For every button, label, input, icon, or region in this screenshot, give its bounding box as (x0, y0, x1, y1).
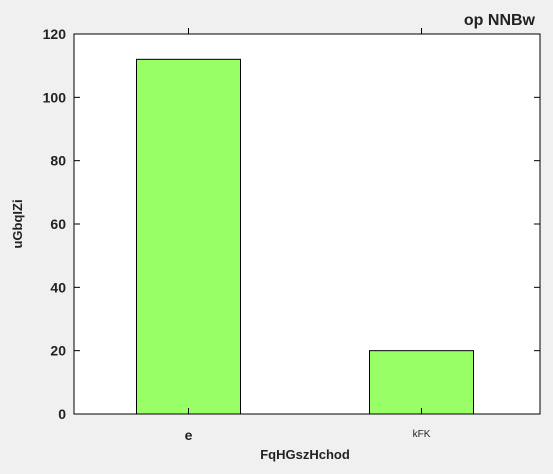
y-tick-label: 120 (43, 26, 67, 42)
x-tick-label: kFK (413, 429, 431, 440)
y-tick-label: 40 (50, 279, 66, 295)
y-tick-label: 60 (50, 216, 66, 232)
x-axis-title: FqHGszHchod (260, 447, 350, 462)
y-tick-label: 80 (50, 153, 66, 169)
chart-title: op NNBw (464, 12, 536, 29)
bar-e (137, 59, 241, 414)
y-tick-label: 20 (50, 343, 66, 359)
y-tick-label: 100 (43, 89, 67, 105)
y-tick-label: 0 (58, 406, 66, 422)
x-tick-label: e (185, 427, 193, 443)
bar-kFK (370, 351, 474, 414)
y-axis-title: uGbqIZi (10, 199, 25, 248)
